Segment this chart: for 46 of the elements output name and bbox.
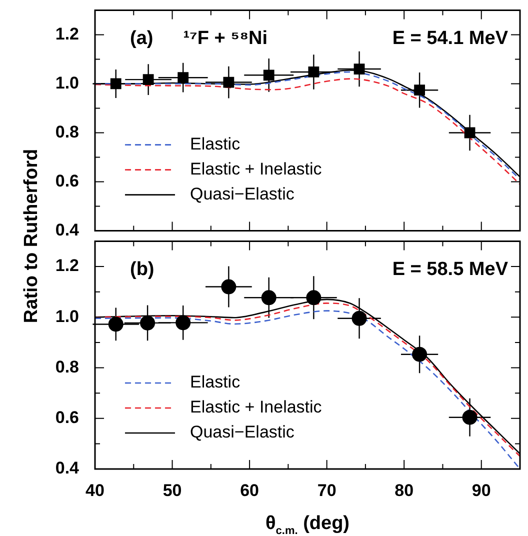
y-axis-title: Ratio to Rutherford: [21, 148, 43, 324]
x-tick-label: 50: [162, 480, 182, 500]
y-tick-label: 1.0: [55, 306, 79, 326]
y-tick-label: 0.4: [55, 220, 80, 240]
legend-label: Elastic + Inelastic: [190, 159, 322, 178]
point: [354, 64, 365, 74]
point: [223, 76, 234, 88]
y-tick-label: 0.8: [55, 122, 79, 142]
annotation: E = 58.5 MeV: [392, 259, 508, 280]
point: [412, 346, 428, 362]
y-tick-label: 1.0: [55, 73, 79, 92]
x-tick-label: 70: [317, 480, 336, 500]
annotation: (b): [130, 259, 154, 280]
point: [462, 410, 478, 425]
point: [263, 70, 274, 81]
legend-label: Quasi−Elastic: [190, 422, 295, 442]
point: [140, 315, 156, 330]
point: [110, 78, 122, 90]
legend-label: Elastic: [190, 372, 241, 392]
annotation: (a): [130, 28, 154, 50]
point: [261, 290, 276, 306]
y-tick-label: 0.6: [55, 171, 79, 190]
point: [352, 310, 367, 326]
point: [464, 127, 476, 138]
x-tick-label: 90: [472, 480, 491, 500]
point: [176, 315, 191, 330]
legend-label: Elastic + Inelastic: [190, 398, 322, 417]
x-tick-label: 40: [86, 480, 104, 500]
point: [108, 316, 124, 332]
point: [221, 279, 236, 294]
y-tick-label: 0.6: [55, 408, 79, 428]
point: [306, 290, 322, 306]
x-tick-label: 80: [394, 480, 414, 500]
annotation: E = 54.1 MeV: [392, 28, 508, 50]
y-tick-label: 1.2: [55, 256, 79, 276]
y-tick-label: 0.4: [55, 458, 80, 478]
legend-label: Elastic: [190, 134, 241, 154]
y-tick-label: 0.8: [55, 357, 79, 376]
annotation: ¹⁷F + ⁵⁸Ni: [183, 28, 268, 50]
point: [308, 66, 320, 78]
point: [178, 72, 189, 84]
y-tick-label: 1.2: [55, 24, 79, 44]
point: [142, 74, 154, 86]
x-tick-label: 60: [240, 480, 260, 500]
point: [414, 84, 425, 96]
legend-label: Quasi−Elastic: [190, 184, 295, 204]
